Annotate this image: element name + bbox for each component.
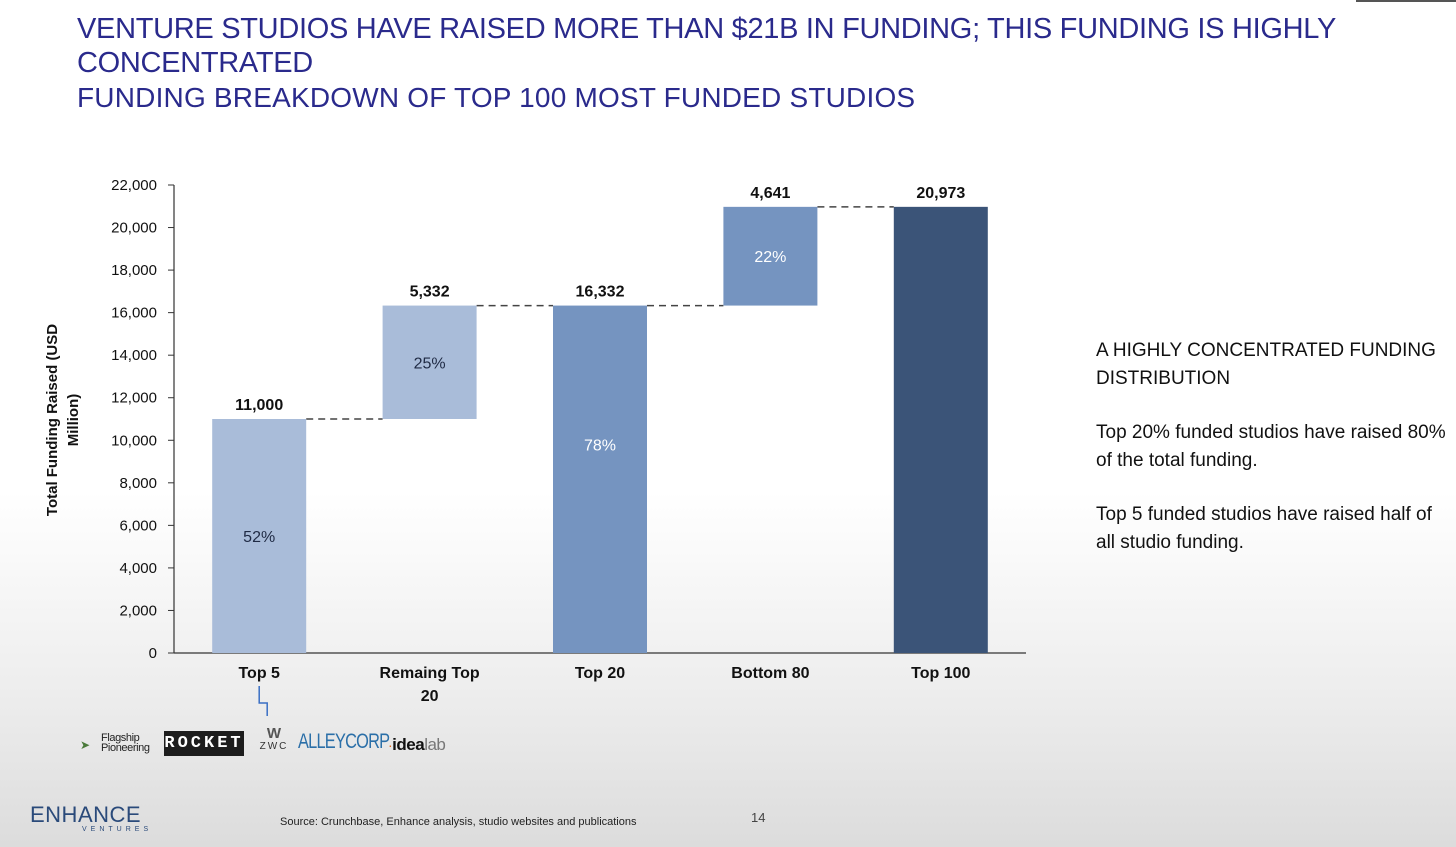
y-tick-label: 0	[149, 645, 157, 662]
y-tick-label: 16,000	[111, 305, 157, 322]
x-tick-label: Bottom 80	[731, 665, 809, 682]
zwc-logo: W ZWC	[256, 726, 292, 760]
zwc-mark-icon: W	[266, 725, 282, 742]
bar-percent-label: 78%	[584, 438, 616, 455]
bar-percent-label: 22%	[754, 249, 786, 266]
y-tick-label: 10,000	[111, 432, 157, 449]
x-tick-label: Top 100	[911, 665, 970, 682]
zwc-logo-text: ZWC	[259, 741, 289, 752]
bar-percent-label: 52%	[243, 529, 275, 546]
bar-top-5	[212, 419, 307, 653]
top5-bracket-line	[258, 686, 268, 716]
callout-panel: A HIGHLY CONCENTRATED FUNDING DISTRIBUTI…	[1096, 337, 1446, 583]
x-tick-label: Top 5	[238, 665, 280, 682]
bar-value-label: 16,332	[576, 284, 625, 301]
bar-value-label: 5,332	[410, 284, 450, 301]
enhance-brand-name: ENHANCE	[30, 802, 142, 827]
alleycorp-logo: ALLEYCORP	[298, 730, 390, 753]
bar-remaing-top-20	[382, 305, 477, 419]
x-tick-label: Remaing Top	[380, 665, 480, 682]
page-number: 14	[751, 810, 766, 825]
y-tick-label: 12,000	[111, 390, 157, 407]
x-tick-label-line2: 20	[421, 688, 439, 705]
y-tick-label: 20,000	[111, 220, 157, 237]
bar-value-label: 11,000	[235, 397, 283, 414]
slide-subtitle: FUNDING BREAKDOWN OF TOP 100 MOST FUNDED…	[77, 82, 916, 113]
y-tick-label: 4,000	[119, 560, 157, 577]
callout-heading: A HIGHLY CONCENTRATED FUNDING DISTRIBUTI…	[1096, 340, 1436, 389]
idealab-dot-icon: ·	[388, 737, 393, 753]
bar-top-20	[553, 305, 647, 653]
y-tick-label: 6,000	[119, 517, 157, 534]
y-axis-title-line2: Million)	[65, 394, 82, 447]
idealab-logo-lab: lab	[424, 735, 446, 754]
bar-top-100	[893, 206, 988, 653]
enhance-brand-sub: VENTURES	[82, 826, 153, 833]
y-tick-label: 8,000	[119, 475, 157, 492]
bar-value-label: 4,641	[750, 185, 790, 202]
flagship-logo-line2: Pioneering	[101, 742, 150, 754]
flagship-logo: ➤ Flagship Pioneering	[80, 732, 160, 756]
y-tick-label: 14,000	[111, 347, 157, 364]
rocket-logo: ROCKET	[164, 731, 244, 756]
corner-mark	[1356, 0, 1456, 2]
x-tick-label: Top 20	[575, 665, 625, 682]
bar-percent-label: 25%	[414, 355, 446, 372]
idealab-logo-idea: idea	[392, 735, 425, 754]
y-tick-label: 18,000	[111, 262, 157, 279]
bar-bottom-80	[723, 206, 818, 306]
slide-title: VENTURE STUDIOS HAVE RAISED MORE THAN $2…	[77, 13, 1336, 79]
y-tick-label: 22,000	[111, 177, 157, 194]
enhance-ventures-logo: ENHANCE VENTURES	[30, 802, 160, 833]
idealab-logo: ·idealab	[388, 735, 446, 755]
y-axis-title: Total Funding Raised (USD	[44, 324, 61, 516]
bar-value-label: 20,973	[916, 185, 965, 202]
flagship-mark-icon: ➤	[80, 738, 91, 752]
source-note: Source: Crunchbase, Enhance analysis, st…	[280, 816, 637, 828]
flagship-logo-line1: Flagship	[101, 732, 140, 744]
y-tick-label: 2,000	[119, 602, 157, 619]
callout-point-1: Top 20% funded studios have raised 80% o…	[1096, 422, 1446, 471]
callout-point-2: Top 5 funded studios have raised half of…	[1096, 504, 1432, 553]
